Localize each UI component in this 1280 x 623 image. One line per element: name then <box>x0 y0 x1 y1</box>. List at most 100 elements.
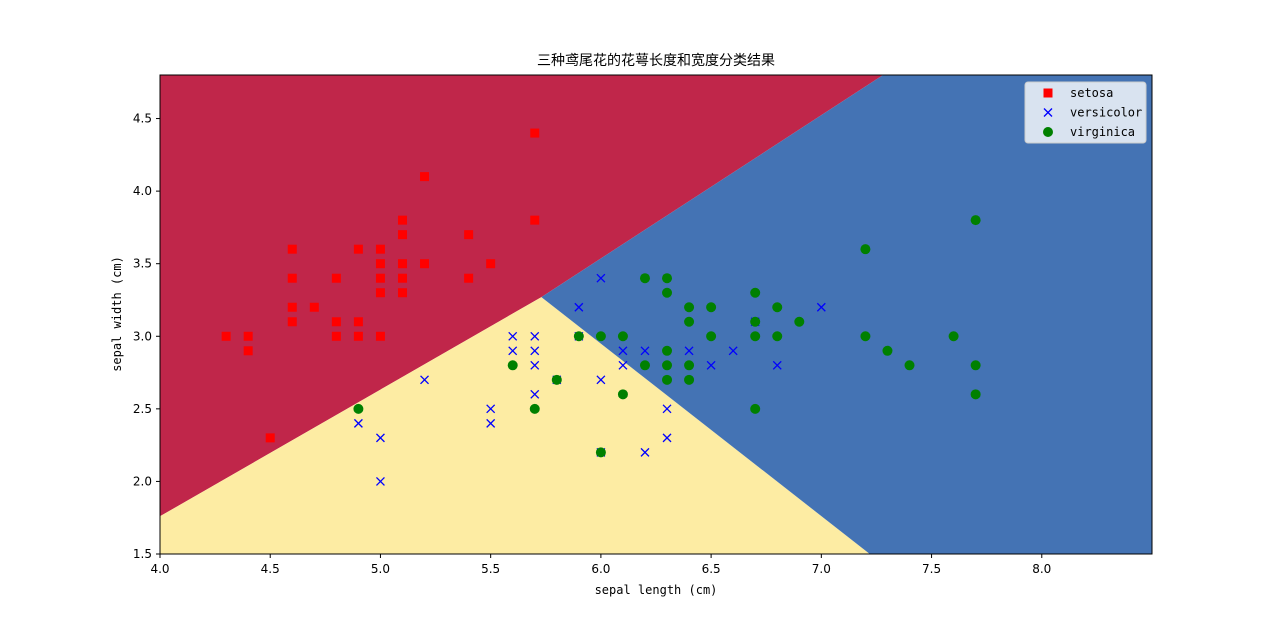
point-virginica <box>772 331 783 342</box>
point-virginica <box>507 360 518 371</box>
x-tick-label: 4.5 <box>261 562 280 576</box>
point-setosa <box>375 244 385 254</box>
point-setosa <box>331 317 341 327</box>
point-virginica <box>794 316 805 327</box>
point-setosa <box>420 172 430 182</box>
x-tick-label: 6.5 <box>702 562 721 576</box>
point-virginica <box>662 287 673 298</box>
point-virginica <box>684 302 695 313</box>
point-setosa <box>486 259 496 269</box>
x-axis: 4.0 4.5 5.0 5.5 6.0 6.5 7.0 7.5 8.0 <box>150 554 1051 576</box>
point-virginica <box>662 345 673 356</box>
y-tick-label: 3.0 <box>133 329 152 343</box>
point-virginica <box>639 360 650 371</box>
region-virginica <box>541 75 1152 554</box>
point-virginica <box>573 331 584 342</box>
point-virginica <box>662 374 673 385</box>
point-virginica <box>970 215 981 226</box>
point-virginica <box>639 273 650 284</box>
point-versicolor <box>530 389 540 399</box>
point-versicolor <box>618 360 628 370</box>
point-versicolor <box>640 346 650 356</box>
decision-regions <box>160 75 1152 554</box>
point-setosa <box>375 259 385 269</box>
point-setosa <box>287 302 297 312</box>
point-virginica <box>948 331 959 342</box>
x-tick-label: 7.5 <box>922 562 941 576</box>
legend-marker-versicolor <box>1043 108 1053 117</box>
point-setosa <box>265 433 275 443</box>
point-setosa <box>397 273 407 283</box>
region-versicolor <box>160 297 870 554</box>
point-setosa <box>375 331 385 341</box>
y-tick-label: 2.5 <box>133 402 152 416</box>
x-tick-label: 4.0 <box>150 562 169 576</box>
point-virginica <box>860 331 871 342</box>
point-virginica <box>662 360 673 371</box>
point-versicolor <box>728 346 738 356</box>
point-setosa <box>375 273 385 283</box>
point-versicolor <box>772 360 782 370</box>
point-setosa <box>221 331 231 341</box>
point-versicolor <box>375 476 385 486</box>
point-setosa <box>397 215 407 225</box>
point-versicolor <box>353 418 363 428</box>
point-setosa <box>464 230 474 240</box>
point-versicolor <box>596 273 606 283</box>
point-virginica <box>750 287 761 298</box>
point-virginica <box>750 316 761 327</box>
point-virginica <box>860 244 871 255</box>
point-setosa <box>287 317 297 327</box>
point-virginica <box>684 374 695 385</box>
point-versicolor <box>375 433 385 443</box>
point-virginica <box>882 345 893 356</box>
y-tick-label: 4.5 <box>133 112 152 126</box>
point-versicolor <box>662 433 672 443</box>
x-tick-label: 5.0 <box>371 562 390 576</box>
point-virginica <box>662 273 673 284</box>
point-setosa <box>353 331 363 341</box>
point-versicolor <box>662 404 672 414</box>
point-versicolor <box>596 375 606 385</box>
plot-frame <box>159 74 1153 555</box>
point-versicolor <box>420 375 429 385</box>
point-versicolor <box>486 404 496 414</box>
legend-label-versicolor: versicolor <box>1070 106 1142 120</box>
point-virginica <box>684 360 695 371</box>
point-versicolor <box>574 302 584 312</box>
chart-title: 三种鸢尾花的花萼长度和宽度分类结果 <box>537 52 775 69</box>
point-versicolor <box>684 346 694 356</box>
x-tick-label: 5.5 <box>481 562 500 576</box>
legend-marker-virginica <box>1043 127 1053 137</box>
point-setosa <box>420 259 430 269</box>
point-setosa <box>309 302 319 312</box>
point-setosa <box>331 273 341 283</box>
y-tick-label: 2.0 <box>133 474 152 488</box>
y-tick-label: 4.0 <box>133 184 152 198</box>
point-virginica <box>772 302 783 313</box>
point-setosa <box>353 244 363 254</box>
point-virginica <box>595 447 606 458</box>
region-setosa <box>160 75 884 517</box>
x-tick-label: 8.0 <box>1032 562 1051 576</box>
point-versicolor <box>530 346 540 356</box>
point-setosa <box>243 346 253 356</box>
point-versicolor <box>618 346 628 356</box>
point-virginica <box>750 403 761 414</box>
point-setosa <box>397 288 407 298</box>
point-virginica <box>551 374 562 385</box>
point-versicolor <box>508 346 518 356</box>
x-tick-label: 6.0 <box>591 562 610 576</box>
legend: setosa versicolor virginica <box>1024 81 1147 144</box>
point-setosa <box>530 215 540 225</box>
point-versicolor <box>640 447 650 457</box>
legend-marker-setosa <box>1043 88 1053 98</box>
x-axis-label: sepal length (cm) <box>595 583 718 597</box>
point-virginica <box>970 389 981 400</box>
point-virginica <box>684 316 695 327</box>
point-versicolor <box>508 331 518 341</box>
point-setosa <box>397 230 407 240</box>
y-axis: 1.5 2.0 2.5 3.0 3.5 4.0 4.5 <box>133 112 160 561</box>
point-virginica <box>617 331 628 342</box>
